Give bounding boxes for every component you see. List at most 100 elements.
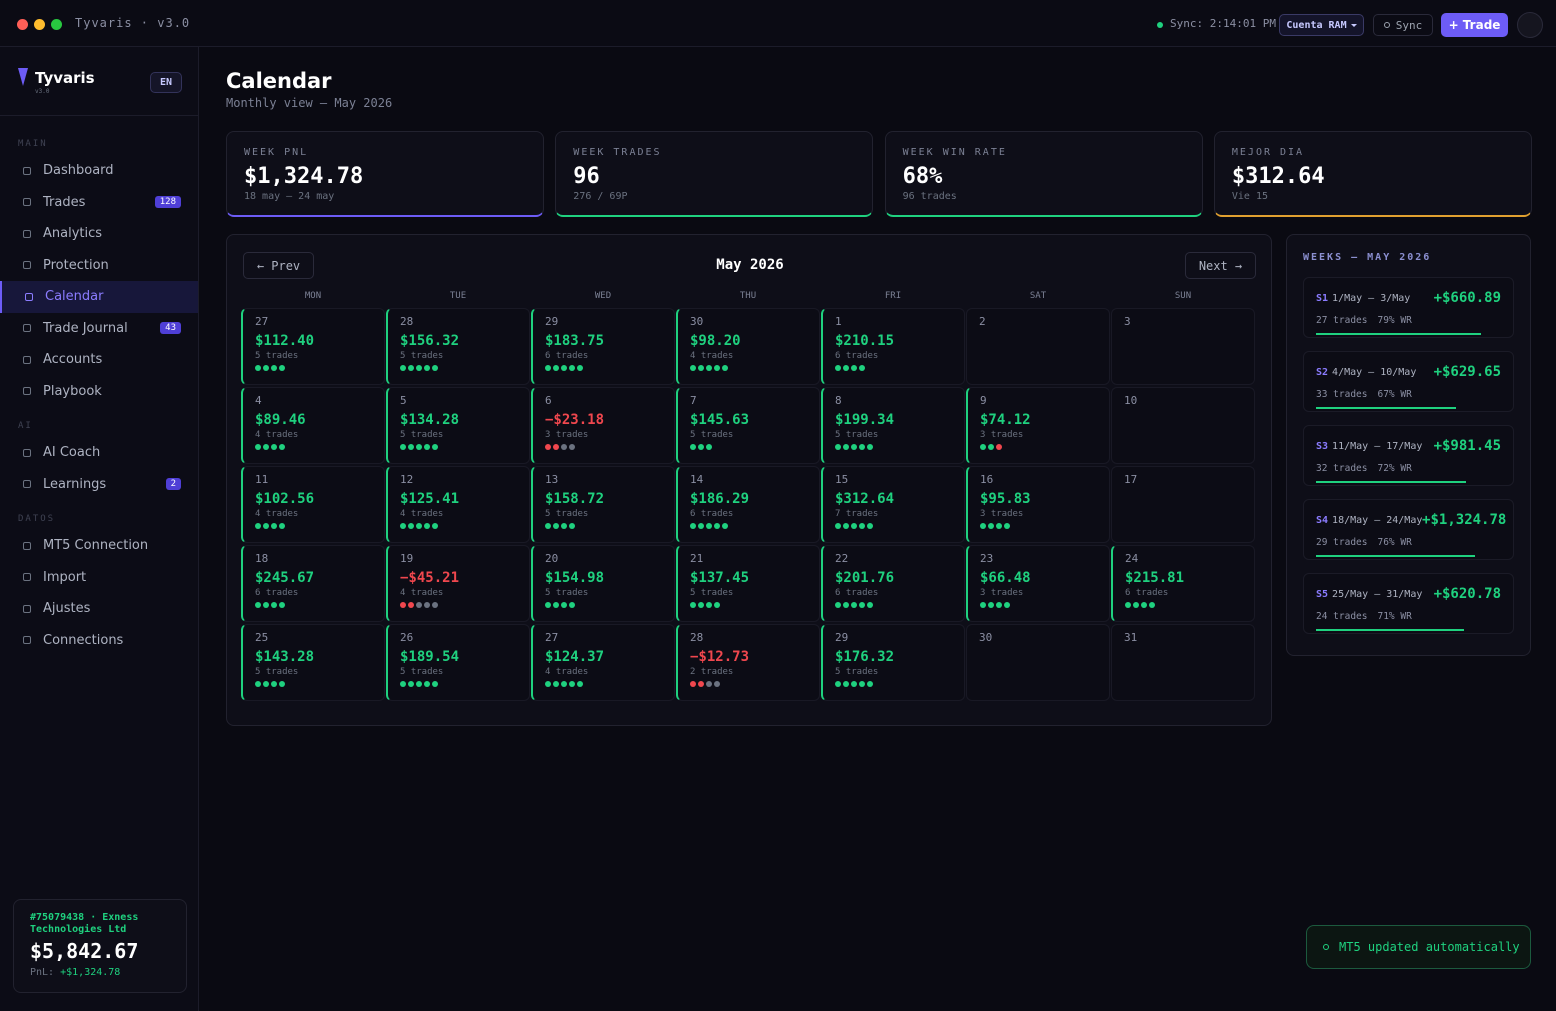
day-cell[interactable]: 19 −$45.21 4 trades — [386, 545, 530, 622]
prev-button[interactable]: ← Prev — [243, 252, 314, 279]
day-number: 28 — [400, 315, 414, 328]
trade-dot — [255, 602, 261, 608]
day-cell[interactable]: 30 $98.20 4 trades — [676, 308, 820, 385]
trade-dot — [424, 681, 430, 687]
trade-dot — [561, 681, 567, 687]
day-cell[interactable]: 1 $210.15 6 trades — [821, 308, 965, 385]
day-trades: 6 trades — [835, 351, 879, 361]
day-cell[interactable]: 31 — [1111, 624, 1255, 701]
day-cell[interactable]: 27 $124.37 4 trades — [531, 624, 675, 701]
nav-item[interactable]: Analytics — [0, 218, 198, 250]
maximize-dot[interactable] — [51, 19, 62, 30]
day-cell[interactable]: 3 — [1111, 308, 1255, 385]
week-card[interactable]: S5 25/May – 31/May +$620.78 24 trades 71% WR — [1303, 573, 1514, 634]
day-trades: 4 trades — [255, 430, 299, 440]
day-cell[interactable]: 10 — [1111, 387, 1255, 464]
next-button[interactable]: Next → — [1185, 252, 1256, 279]
day-cell[interactable]: 2 — [966, 308, 1110, 385]
day-cell[interactable]: 12 $125.41 4 trades — [386, 466, 530, 543]
day-cell[interactable]: 22 $201.76 6 trades — [821, 545, 965, 622]
nav-item[interactable]: Dashboard — [0, 155, 198, 187]
day-cell[interactable]: 28 $156.32 5 trades — [386, 308, 530, 385]
nav-item[interactable]: Connections — [0, 625, 198, 657]
day-pnl: $102.56 — [255, 491, 315, 507]
nav-item[interactable]: Calendar — [0, 281, 198, 313]
day-cell[interactable]: 18 $245.67 6 trades — [241, 545, 385, 622]
trade-dot — [553, 444, 559, 450]
trade-dot — [279, 365, 285, 371]
week-card[interactable]: S2 4/May – 10/May +$629.65 33 trades 67% WR — [1303, 351, 1514, 412]
nav-item[interactable]: Import — [0, 562, 198, 594]
trade-dots — [545, 600, 662, 608]
day-cell[interactable]: 30 — [966, 624, 1110, 701]
day-cell[interactable]: 13 $158.72 5 trades — [531, 466, 675, 543]
day-cell[interactable]: 7 $145.63 5 trades — [676, 387, 820, 464]
trade-dot — [996, 523, 1002, 529]
nav-item[interactable]: Playbook — [0, 376, 198, 408]
day-cell[interactable]: 27 $112.40 5 trades — [241, 308, 385, 385]
day-trades: 5 trades — [690, 588, 734, 598]
day-number: 5 — [400, 394, 407, 407]
day-cell[interactable]: 9 $74.12 3 trades — [966, 387, 1110, 464]
divider — [0, 115, 198, 116]
nav-item[interactable]: MT5 Connection — [0, 530, 198, 562]
day-cell[interactable]: 26 $189.54 5 trades — [386, 624, 530, 701]
day-cell[interactable]: 25 $143.28 5 trades — [241, 624, 385, 701]
day-cell[interactable]: 28 −$12.73 2 trades — [676, 624, 820, 701]
day-cell[interactable]: 4 $89.46 4 trades — [241, 387, 385, 464]
day-number: 23 — [980, 552, 994, 565]
nav-item[interactable]: Learnings 2 — [0, 469, 198, 501]
trade-button[interactable]: + Trade — [1441, 13, 1508, 37]
section-label: MAIN — [18, 139, 48, 149]
nav-item[interactable]: Accounts — [0, 344, 198, 376]
day-cell[interactable]: 24 $215.81 6 trades — [1111, 545, 1255, 622]
day-cell[interactable]: 29 $176.32 5 trades — [821, 624, 965, 701]
chevron — [1350, 23, 1357, 30]
day-trades: 4 trades — [400, 588, 444, 598]
nav-item[interactable]: AI Coach — [0, 437, 198, 469]
language-button[interactable]: EN — [150, 72, 182, 93]
day-cell[interactable]: 29 $183.75 6 trades — [531, 308, 675, 385]
day-cell[interactable]: 11 $102.56 4 trades — [241, 466, 385, 543]
week-card[interactable]: S3 11/May – 17/May +$981.45 32 trades 72% WR — [1303, 425, 1514, 486]
sync-button[interactable]: Sync — [1373, 14, 1433, 36]
nav-item[interactable]: Trade Journal 43 — [0, 313, 198, 345]
day-pnl: −$45.21 — [400, 570, 460, 586]
nav-icon — [25, 292, 33, 301]
settings-button[interactable] — [1517, 12, 1543, 38]
trade-dot — [867, 602, 873, 608]
day-cell[interactable]: 20 $154.98 5 trades — [531, 545, 675, 622]
day-cell[interactable]: 21 $137.45 5 trades — [676, 545, 820, 622]
day-trades: 5 trades — [255, 351, 299, 361]
week-card[interactable]: S1 1/May – 3/May +$660.89 27 trades 79% WR — [1303, 277, 1514, 338]
nav-item[interactable]: Trades 128 — [0, 187, 198, 219]
trade-dot — [706, 365, 712, 371]
trade-dot — [569, 444, 575, 450]
trade-dot — [722, 365, 728, 371]
trade-dot — [851, 365, 857, 371]
day-cell[interactable]: 8 $199.34 5 trades — [821, 387, 965, 464]
stat-label: WEEK PNL — [244, 147, 309, 158]
close-dot[interactable] — [17, 19, 28, 30]
trade-dot — [416, 444, 422, 450]
nav-badge: 128 — [154, 196, 181, 209]
trade-dot — [835, 444, 841, 450]
nav-item[interactable]: Ajustes — [0, 593, 198, 625]
account-select[interactable]: Cuenta RAM — [1279, 14, 1364, 36]
day-cell[interactable]: 23 $66.48 3 trades — [966, 545, 1110, 622]
week-card[interactable]: S4 18/May – 24/May +$1,324.78 29 trades 76% … — [1303, 499, 1514, 560]
nav-icon — [23, 541, 31, 550]
day-cell[interactable]: 6 −$23.18 3 trades — [531, 387, 675, 464]
day-cell[interactable]: 17 — [1111, 466, 1255, 543]
trade-dot — [835, 681, 841, 687]
minimize-dot[interactable] — [34, 19, 45, 30]
nav-item[interactable]: Protection — [0, 250, 198, 282]
day-cell[interactable]: 14 $186.29 6 trades — [676, 466, 820, 543]
day-cell[interactable]: 5 $134.28 5 trades — [386, 387, 530, 464]
day-pnl: $245.67 — [255, 570, 315, 586]
trade-dot — [843, 523, 849, 529]
day-cell[interactable]: 16 $95.83 3 trades — [966, 466, 1110, 543]
section-label: DATOS — [18, 514, 56, 524]
day-cell[interactable]: 15 $312.64 7 trades — [821, 466, 965, 543]
week-tag: S5 — [1316, 588, 1329, 600]
